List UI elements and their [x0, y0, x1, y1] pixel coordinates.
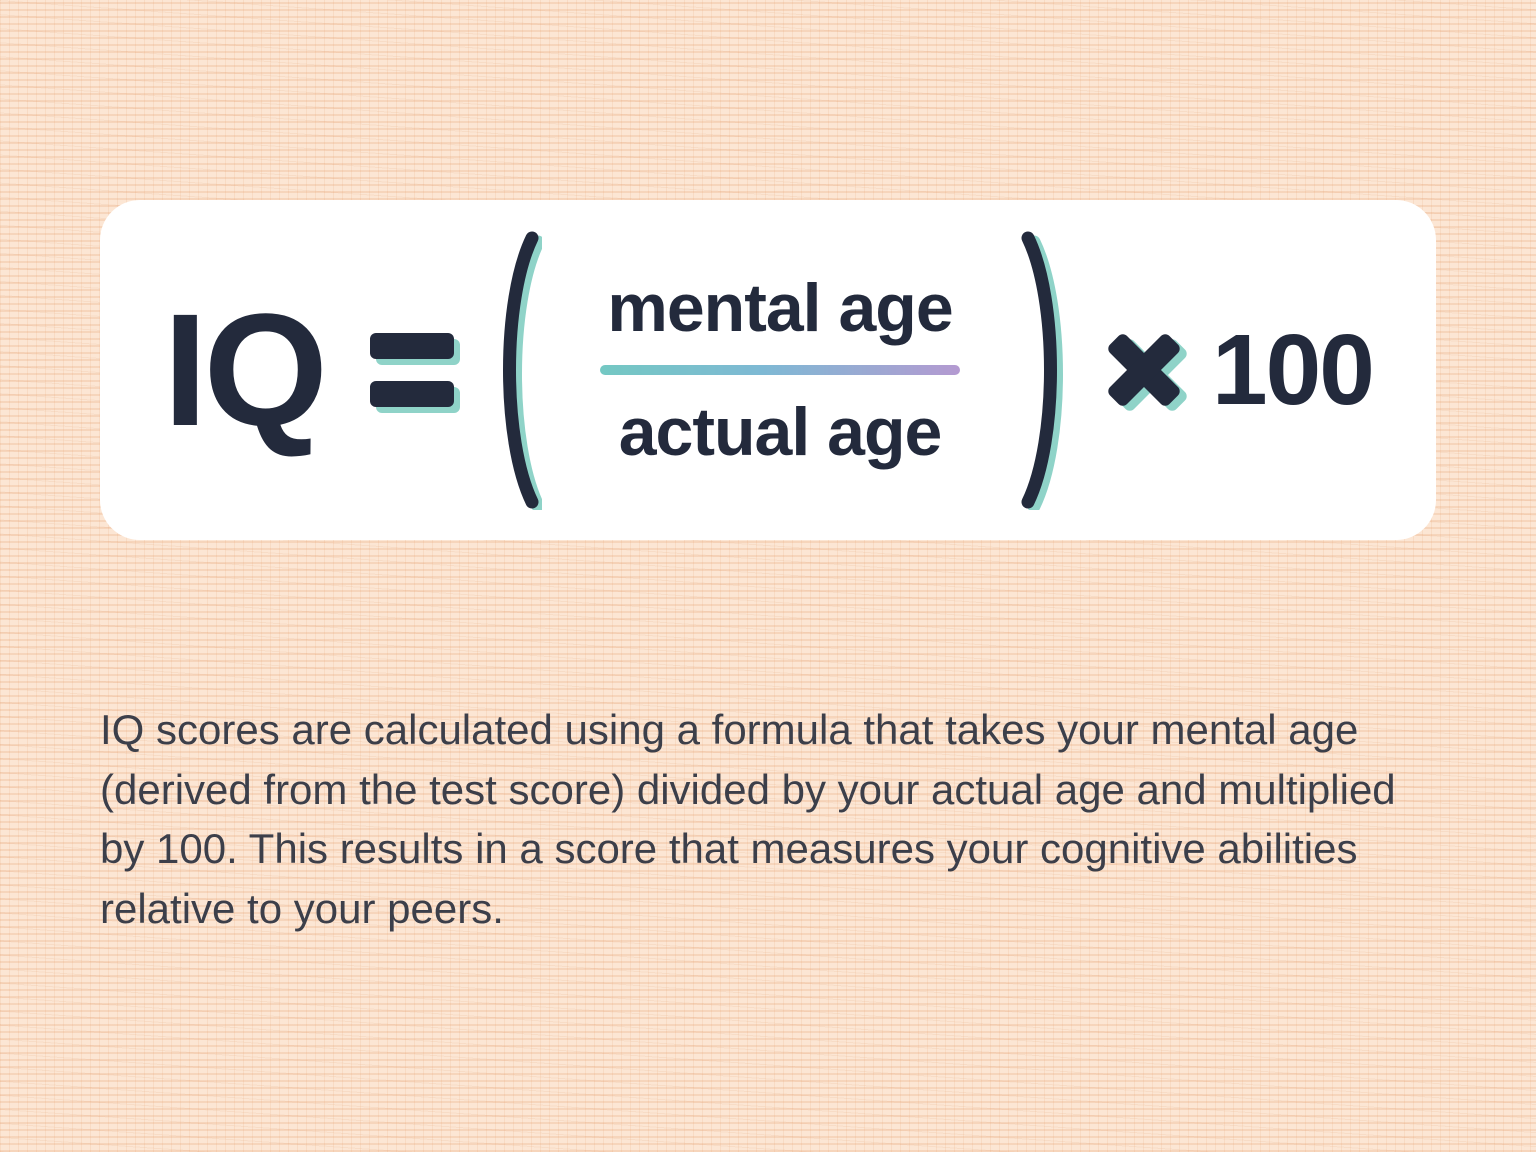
fraction-bar-icon — [600, 365, 960, 375]
background-texture — [0, 0, 1536, 1152]
caption-text: IQ scores are calculated using a formula… — [100, 700, 1436, 939]
formula-fraction: mental age actual age — [570, 269, 990, 471]
multiply-icon — [1110, 336, 1178, 404]
left-parenthesis-icon — [490, 230, 542, 510]
equals-bar-bottom — [370, 381, 454, 407]
formula-multiplier: 100 — [1212, 313, 1373, 428]
formula-lhs: IQ — [163, 290, 324, 450]
fraction-denominator: actual age — [619, 393, 942, 471]
formula-card: IQ mental age actual age 100 — [100, 200, 1436, 540]
equals-icon — [370, 333, 454, 407]
fraction-numerator: mental age — [607, 269, 952, 347]
right-parenthesis-icon — [1018, 230, 1070, 510]
equals-bar-top — [370, 333, 454, 359]
